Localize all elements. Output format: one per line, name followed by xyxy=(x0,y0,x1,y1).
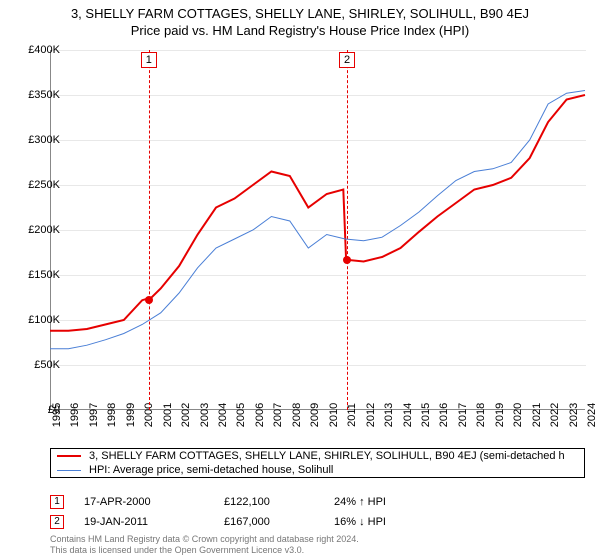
legend: 3, SHELLY FARM COTTAGES, SHELLY LANE, SH… xyxy=(50,448,585,478)
y-tick-label: £400K xyxy=(28,44,60,56)
chart-title: 3, SHELLY FARM COTTAGES, SHELLY LANE, SH… xyxy=(0,0,600,21)
y-tick-label: £50K xyxy=(34,359,60,371)
event-table: 1 17-APR-2000£122,10024% ↑ HPI 2 19-JAN-201… xyxy=(50,492,585,532)
y-tick-label: £150K xyxy=(28,269,60,281)
event-row-pct: 16% ↓ HPI xyxy=(334,516,454,528)
y-tick-label: £250K xyxy=(28,179,60,191)
event-row-marker: 1 xyxy=(50,495,64,509)
event-row: 2 19-JAN-2011£167,00016% ↓ HPI xyxy=(50,512,585,532)
event-row-date: 19-JAN-2011 xyxy=(84,516,224,528)
attribution: Contains HM Land Registry data © Crown c… xyxy=(50,534,359,556)
legend-label: 3, SHELLY FARM COTTAGES, SHELLY LANE, SH… xyxy=(89,450,565,462)
event-row-price: £122,100 xyxy=(224,496,334,508)
attribution-line-2: This data is licensed under the Open Gov… xyxy=(50,545,359,556)
series-line-hpi xyxy=(50,91,585,349)
y-tick-label: £350K xyxy=(28,89,60,101)
y-tick-label: £300K xyxy=(28,134,60,146)
y-tick-label: £200K xyxy=(28,224,60,236)
y-tick-label: £0 xyxy=(48,404,60,416)
legend-swatch xyxy=(57,470,81,471)
chart-subtitle: Price paid vs. HM Land Registry's House … xyxy=(0,21,600,42)
y-tick-label: £100K xyxy=(28,314,60,326)
attribution-line-1: Contains HM Land Registry data © Crown c… xyxy=(50,534,359,545)
event-row-price: £167,000 xyxy=(224,516,334,528)
legend-swatch xyxy=(57,455,81,457)
event-row-date: 17-APR-2000 xyxy=(84,496,224,508)
chart-area: 1995199619971998199920002001200220032004… xyxy=(50,50,585,410)
event-row-marker: 2 xyxy=(50,515,64,529)
legend-item: 3, SHELLY FARM COTTAGES, SHELLY LANE, SH… xyxy=(51,449,584,463)
event-row: 1 17-APR-2000£122,10024% ↑ HPI xyxy=(50,492,585,512)
series-line-price_paid xyxy=(50,95,585,331)
event-row-pct: 24% ↑ HPI xyxy=(334,496,454,508)
legend-label: HPI: Average price, semi-detached house,… xyxy=(89,464,333,476)
x-tick-label: 2024 xyxy=(586,403,598,427)
chart-container: 3, SHELLY FARM COTTAGES, SHELLY LANE, SH… xyxy=(0,0,600,560)
legend-item: HPI: Average price, semi-detached house,… xyxy=(51,463,584,477)
chart-lines xyxy=(50,50,585,410)
